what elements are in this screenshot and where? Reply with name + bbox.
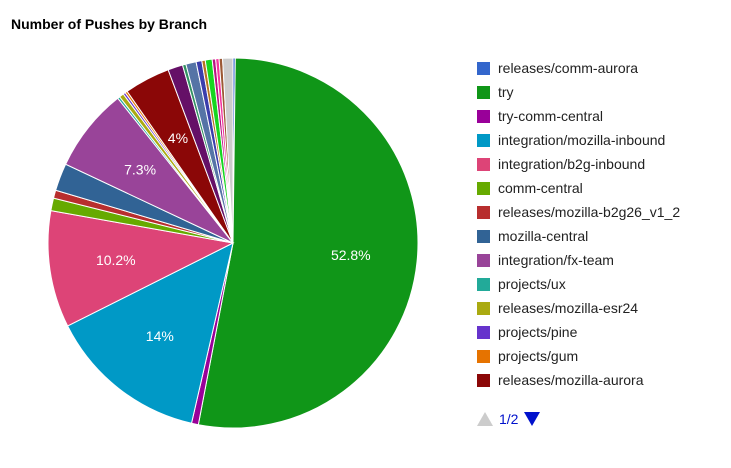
legend-label: try bbox=[498, 84, 514, 100]
pie-slice-integration-b2g-inbound[interactable] bbox=[47, 210, 235, 327]
legend-label: mozilla-central bbox=[498, 228, 589, 244]
legend-swatch bbox=[477, 325, 490, 339]
slice-label: 4% bbox=[168, 130, 188, 146]
legend-label: integration/b2g-inbound bbox=[498, 156, 646, 172]
legend-item[interactable]: integration/fx-team bbox=[477, 248, 727, 272]
legend-swatch bbox=[477, 349, 490, 363]
pie-slice-try[interactable] bbox=[197, 57, 419, 429]
legend-label: integration/mozilla-inbound bbox=[498, 132, 666, 148]
legend-label: comm-central bbox=[498, 180, 583, 196]
legend-label: integration/fx-team bbox=[498, 252, 614, 268]
legend: releases/comm-aurora try try-comm-central i… bbox=[477, 56, 727, 392]
legend-label: releases/mozilla-b2g26_v1_2 bbox=[498, 204, 681, 220]
legend-item[interactable]: releases/comm-aurora bbox=[477, 56, 727, 80]
legend-item[interactable]: projects/pine bbox=[477, 320, 727, 344]
chart-title: Number of Pushes by Branch bbox=[11, 16, 208, 32]
legend-pager: 1/2 bbox=[477, 411, 541, 427]
legend-item[interactable]: try bbox=[477, 80, 727, 104]
legend-swatch bbox=[477, 61, 490, 75]
pie-slice-other-10[interactable] bbox=[222, 57, 234, 244]
legend-swatch bbox=[477, 109, 490, 123]
legend-label: releases/comm-aurora bbox=[498, 60, 639, 76]
legend-label: projects/gum bbox=[498, 348, 579, 364]
legend-item[interactable]: mozilla-central bbox=[477, 224, 727, 248]
page-up-icon bbox=[477, 412, 493, 426]
page-indicator: 1/2 bbox=[499, 411, 519, 427]
legend-swatch bbox=[477, 157, 490, 171]
legend-swatch bbox=[477, 277, 490, 291]
legend-item[interactable]: comm-central bbox=[477, 176, 727, 200]
legend-item[interactable]: releases/mozilla-aurora bbox=[477, 368, 727, 392]
legend-item[interactable]: projects/gum bbox=[477, 344, 727, 368]
slice-label: 10.2% bbox=[96, 252, 136, 268]
legend-swatch bbox=[477, 229, 490, 243]
page-down-icon[interactable] bbox=[524, 412, 541, 426]
legend-item[interactable]: releases/mozilla-b2g26_v1_2 bbox=[477, 200, 727, 224]
legend-label: projects/ux bbox=[498, 276, 566, 292]
slice-label: 7.3% bbox=[124, 162, 156, 178]
legend-label: releases/mozilla-esr24 bbox=[498, 300, 639, 316]
legend-swatch bbox=[477, 373, 490, 387]
slice-label: 14% bbox=[146, 328, 174, 344]
legend-swatch bbox=[477, 133, 490, 147]
legend-swatch bbox=[477, 253, 490, 267]
legend-item[interactable]: integration/mozilla-inbound bbox=[477, 128, 727, 152]
pie-slice-integration-mozilla-inbound[interactable] bbox=[66, 242, 234, 424]
legend-swatch bbox=[477, 85, 490, 99]
legend-label: try-comm-central bbox=[498, 108, 604, 124]
slice-label: 52.8% bbox=[331, 247, 371, 263]
legend-swatch bbox=[477, 301, 490, 315]
legend-swatch bbox=[477, 181, 490, 195]
legend-item[interactable]: try-comm-central bbox=[477, 104, 727, 128]
legend-item[interactable]: integration/b2g-inbound bbox=[477, 152, 727, 176]
legend-item[interactable]: projects/ux bbox=[477, 272, 727, 296]
legend-label: releases/mozilla-aurora bbox=[498, 372, 644, 388]
legend-item[interactable]: releases/mozilla-esr24 bbox=[477, 296, 727, 320]
legend-label: projects/pine bbox=[498, 324, 578, 340]
legend-swatch bbox=[477, 205, 490, 219]
